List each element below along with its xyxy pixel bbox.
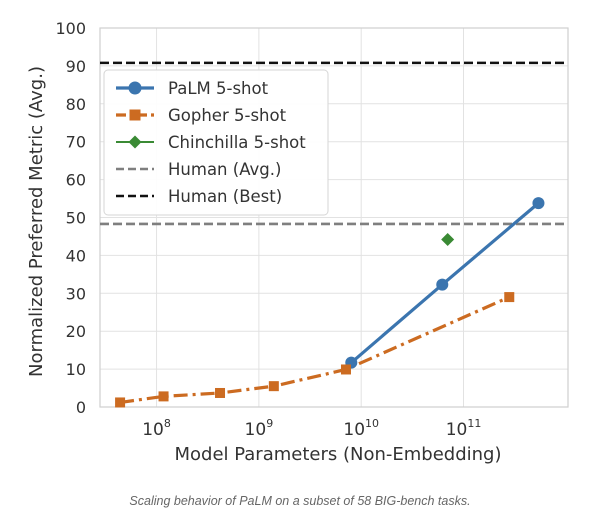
y-tick-label: 30 bbox=[66, 284, 86, 303]
y-tick-label: 20 bbox=[66, 322, 86, 341]
legend-marker bbox=[128, 135, 142, 149]
data-point bbox=[441, 232, 455, 246]
x-tick-label: 108 bbox=[142, 417, 171, 440]
y-axis-label: Normalized Preferred Metric (Avg.) bbox=[26, 66, 47, 377]
x-tick-label: 1010 bbox=[343, 417, 379, 440]
y-tick-label: 40 bbox=[66, 246, 86, 265]
y-tick-label: 100 bbox=[55, 19, 86, 38]
data-point bbox=[215, 387, 226, 398]
legend-label: Gopher 5-shot bbox=[168, 106, 287, 125]
x-tick-label: 1011 bbox=[446, 417, 482, 440]
x-tick-base: 10 bbox=[446, 420, 468, 440]
y-tick-label: 80 bbox=[66, 95, 86, 114]
legend-label: PaLM 5-shot bbox=[168, 79, 269, 98]
x-tick-exponent: 11 bbox=[467, 417, 481, 430]
y-tick-label: 10 bbox=[66, 360, 86, 379]
y-tick-label: 70 bbox=[66, 133, 86, 152]
data-point bbox=[504, 292, 515, 303]
x-tick-exponent: 10 bbox=[365, 417, 379, 430]
series-line bbox=[119, 295, 510, 405]
legend-label: Chinchilla 5-shot bbox=[168, 133, 306, 152]
data-point bbox=[532, 197, 545, 210]
legend-marker bbox=[128, 81, 142, 95]
x-tick-base: 10 bbox=[343, 420, 365, 440]
legend-label: Human (Avg.) bbox=[168, 160, 281, 179]
y-tick-label: 0 bbox=[76, 398, 86, 417]
data-point bbox=[436, 278, 449, 291]
y-tick-label: 50 bbox=[66, 209, 86, 228]
data-point bbox=[158, 391, 169, 402]
x-tick-base: 10 bbox=[142, 420, 164, 440]
x-axis-label: Model Parameters (Non-Embedding) bbox=[174, 444, 501, 465]
y-tick-label: 60 bbox=[66, 171, 86, 190]
data-point bbox=[340, 364, 351, 375]
data-point bbox=[268, 381, 279, 392]
legend-label: Human (Best) bbox=[168, 187, 282, 206]
plot-frame bbox=[99, 27, 569, 408]
x-tick-exponent: 8 bbox=[164, 417, 171, 430]
legend-box bbox=[103, 69, 329, 216]
legend-marker bbox=[129, 109, 141, 121]
data-point bbox=[115, 397, 126, 408]
chart-figure: 0 10 20 30 40 50 60 70 80 90 100 108 109 1010 1011 Mode… bbox=[26, 19, 569, 465]
x-tick-label: 109 bbox=[245, 417, 274, 440]
figure-caption: Scaling behavior of PaLM on a subset of … bbox=[129, 494, 471, 508]
x-tick-exponent: 9 bbox=[266, 417, 273, 430]
x-tick-base: 10 bbox=[245, 420, 267, 440]
y-tick-label: 90 bbox=[66, 57, 86, 76]
